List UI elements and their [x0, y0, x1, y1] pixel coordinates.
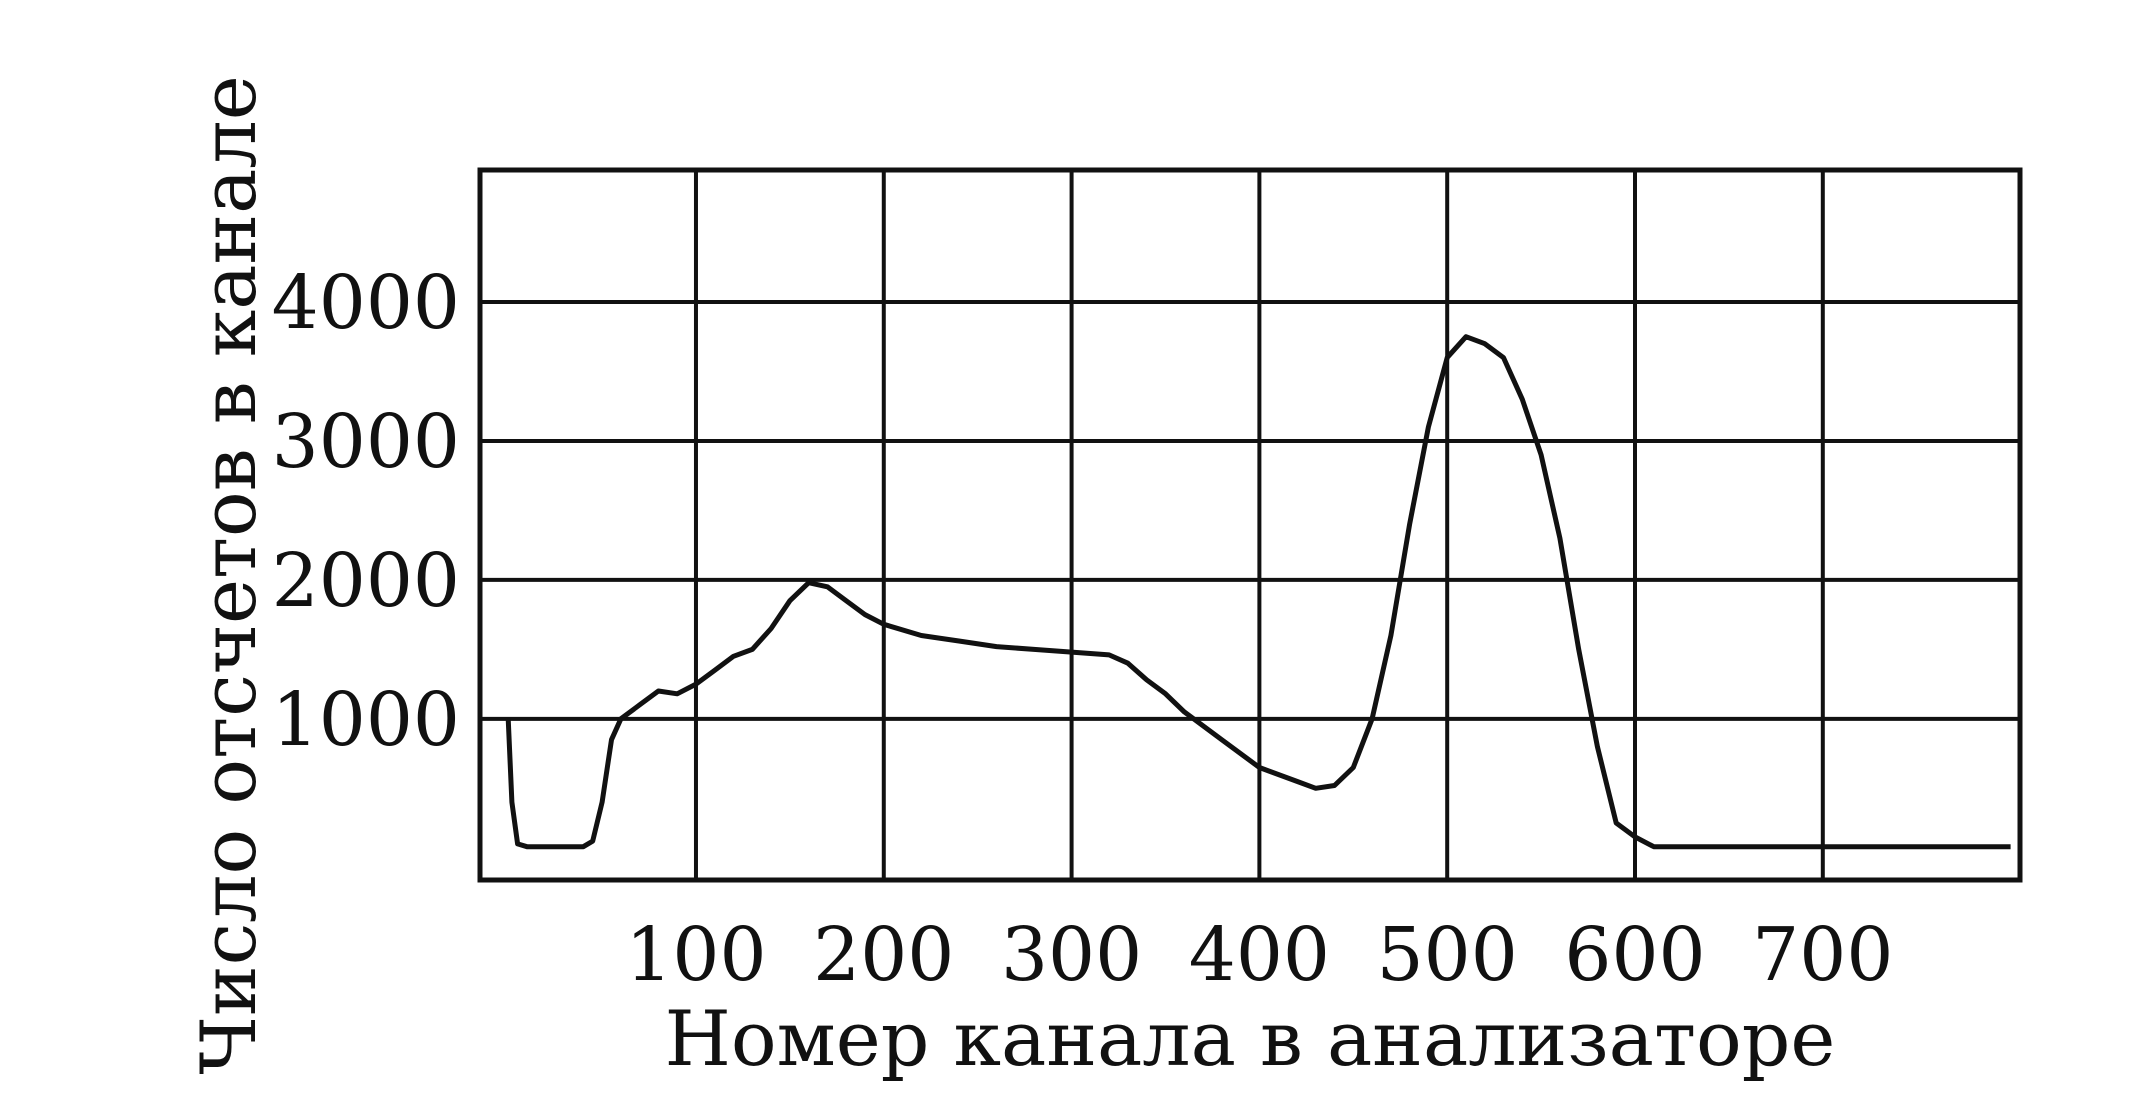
x-tick-label: 700 [1752, 912, 1893, 998]
x-tick-label: 100 [625, 912, 766, 998]
y-tick-label: 3000 [272, 399, 460, 485]
y-tick-labels: 1000 2000 3000 4000 [272, 260, 460, 763]
series-line [505, 334, 2011, 850]
x-tick-label: 400 [1189, 912, 1330, 998]
y-tick-label: 1000 [272, 677, 460, 763]
x-tick-label: 600 [1564, 912, 1705, 998]
y-tick-label: 2000 [272, 538, 460, 624]
x-tick-label: 300 [1001, 912, 1142, 998]
plot-frame [477, 167, 2023, 883]
x-tick-labels: 100 200 300 400 500 600 700 [625, 912, 1893, 998]
x-tick-label: 200 [813, 912, 954, 998]
x-axis-title: Номер канала в анализаторе [665, 994, 1836, 1083]
y-axis-title: Число отсчетов в канале [184, 75, 273, 1074]
x-tick-label: 500 [1377, 912, 1518, 998]
y-tick-label: 4000 [272, 260, 460, 346]
grid [480, 170, 2020, 880]
